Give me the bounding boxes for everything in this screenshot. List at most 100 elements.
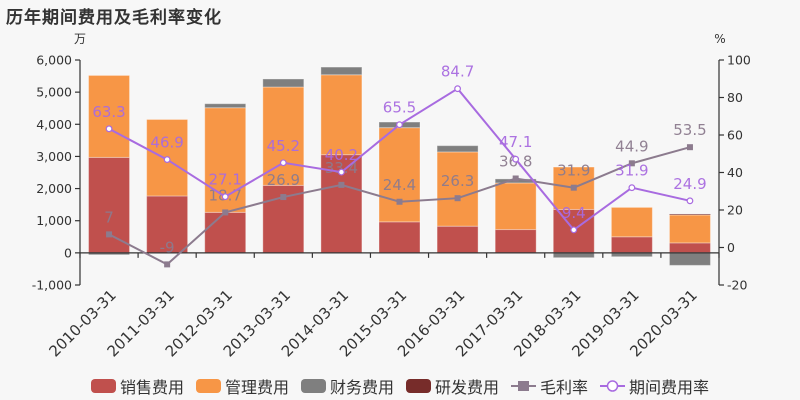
expense-rate-value-label: 45.2	[267, 137, 300, 155]
expense-rate-value-label: 40.2	[325, 146, 358, 164]
bar-segment[interactable]	[610, 206, 653, 238]
legend-item[interactable]: 财务费用	[300, 374, 394, 398]
legend-swatch-icon	[90, 379, 116, 393]
bar-segment[interactable]	[378, 221, 421, 254]
legend-swatch-icon	[406, 379, 431, 393]
expense-rate-point[interactable]	[512, 155, 520, 163]
expense-rate-point[interactable]	[628, 184, 636, 192]
expense-rate-point[interactable]	[163, 156, 171, 163]
expense-rate-point[interactable]	[338, 168, 345, 176]
bar-segment[interactable]	[204, 211, 247, 254]
gross-margin-point[interactable]	[454, 195, 461, 202]
right-axis-tick-label: 60	[727, 128, 743, 143]
gross-margin-value-label: 31.9	[557, 162, 590, 180]
expense-rate-value-label: 27.1	[209, 171, 242, 189]
gross-margin-point[interactable]	[106, 231, 113, 238]
expense-rate-value-label: 46.9	[150, 134, 183, 152]
gross-margin-value-label: -9	[160, 238, 175, 256]
expense-rate-value-label: 63.3	[92, 103, 125, 121]
right-axis-tick-label: 20	[727, 203, 743, 218]
expense-rate-value-label: 24.9	[673, 175, 706, 193]
gross-margin-point[interactable]	[164, 261, 171, 268]
bar-segment[interactable]	[204, 103, 247, 109]
legend-swatch-icon	[195, 379, 221, 393]
gross-margin-point[interactable]	[570, 184, 577, 191]
bar-segment[interactable]	[668, 252, 711, 266]
legend-item[interactable]: 研发费用	[406, 374, 499, 398]
gross-margin-value-label: 53.5	[673, 121, 706, 139]
bar-segment[interactable]	[552, 252, 595, 259]
expense-rate-value-label: 65.5	[383, 99, 416, 117]
legend-swatch-icon	[300, 379, 326, 393]
left-axis-tick-label: 3,000	[36, 149, 72, 164]
right-axis-tick-label: 0	[727, 240, 735, 255]
bar-segment[interactable]	[668, 213, 711, 216]
right-axis-unit: %	[714, 32, 725, 46]
gross-margin-point[interactable]	[396, 198, 403, 205]
legend-label: 研发费用	[435, 378, 500, 397]
legend-item[interactable]: 销售费用	[90, 374, 184, 398]
left-axis-tick-label: 4,000	[36, 117, 72, 132]
left-axis-tick-label: -1,000	[32, 278, 72, 293]
gross-margin-value-label: 7	[104, 208, 114, 226]
bar-segment[interactable]	[436, 225, 479, 254]
bar-segment[interactable]	[436, 145, 479, 153]
gross-margin-point[interactable]	[512, 175, 519, 182]
bar-segment[interactable]	[320, 66, 363, 76]
expense-rate-value-label: 31.9	[615, 162, 648, 180]
legend-item[interactable]: 管理费用	[195, 374, 289, 398]
legend-circle-marker-icon	[600, 380, 626, 392]
bar-segment[interactable]	[88, 74, 131, 158]
left-axis-tick-label: 5,000	[36, 85, 72, 100]
bar-segment[interactable]	[494, 229, 537, 254]
left-axis-tick-label: 2,000	[36, 181, 72, 196]
chart-legend: 销售费用 管理费用 财务费用 研发费用 毛利率 期间费用率	[0, 375, 800, 397]
bar-segment[interactable]	[88, 156, 131, 254]
right-axis-tick-label: 100	[727, 53, 751, 68]
bar-segment[interactable]	[494, 182, 537, 231]
expense-rate-point[interactable]	[396, 121, 403, 129]
gross-margin-point[interactable]	[338, 181, 345, 188]
expense-rate-point[interactable]	[454, 85, 461, 93]
bar-segment[interactable]	[320, 74, 363, 156]
left-axis-tick-label: 1,000	[36, 213, 72, 228]
expense-rate-point[interactable]	[686, 197, 694, 205]
gross-margin-value-label: 44.9	[615, 137, 648, 155]
legend-square-marker-icon	[511, 381, 537, 391]
bar-segment[interactable]	[610, 236, 653, 254]
bar-segment[interactable]	[262, 78, 305, 88]
legend-label: 期间费用率	[629, 378, 710, 397]
gross-margin-point[interactable]	[222, 209, 229, 216]
legend-label: 管理费用	[224, 378, 289, 397]
right-axis-tick-label: 40	[727, 165, 743, 180]
left-axis-tick-label: 6,000	[36, 53, 72, 68]
gross-margin-value-label: 26.3	[441, 172, 474, 190]
expense-rate-value-label: 9.4	[562, 204, 586, 222]
legend-label: 销售费用	[119, 378, 184, 397]
legend-item[interactable]: 期间费用率	[600, 374, 709, 398]
bar-segment[interactable]	[378, 127, 421, 223]
expense-rate-value-label: 47.1	[499, 133, 532, 151]
gross-margin-point[interactable]	[280, 194, 287, 201]
legend-label: 财务费用	[329, 378, 394, 397]
gross-margin-value-label: 33.4	[325, 159, 358, 177]
gross-margin-value-label: 26.9	[267, 171, 300, 189]
expense-rate-point[interactable]	[279, 159, 287, 167]
expense-rate-point[interactable]	[570, 226, 578, 234]
bar-segment[interactable]	[668, 214, 711, 244]
left-axis-unit: 万	[74, 32, 86, 46]
bar-segment[interactable]	[668, 242, 711, 254]
right-axis-tick-label: -20	[727, 278, 747, 293]
gross-margin-point[interactable]	[686, 144, 693, 151]
legend-item[interactable]: 毛利率	[511, 374, 588, 398]
expense-rate-value-label: 84.7	[441, 63, 474, 81]
legend-label: 毛利率	[540, 378, 589, 397]
expense-rate-point[interactable]	[105, 125, 113, 133]
chart-plot-area: 万 % -1,000 0 1,000 2,000 3,000 4,000 5,000 6,000 -…	[32, 32, 751, 360]
gross-margin-point[interactable]	[628, 160, 635, 167]
gross-margin-value-label: 24.4	[383, 176, 416, 194]
right-axis-tick-label: 80	[727, 90, 743, 105]
left-axis-tick-label: 0	[64, 245, 72, 260]
expense-rate-point[interactable]	[221, 193, 229, 201]
chart-title: 历年期间费用及毛利率变化	[6, 8, 222, 28]
